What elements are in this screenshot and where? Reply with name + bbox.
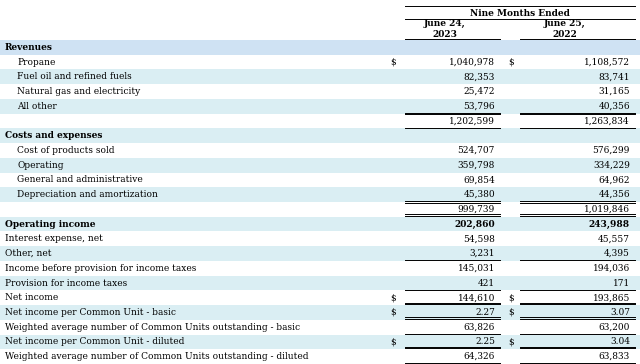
Text: 421: 421 bbox=[478, 278, 495, 288]
Text: Other, net: Other, net bbox=[5, 249, 51, 258]
Text: 1,263,834: 1,263,834 bbox=[584, 116, 630, 126]
Text: Propane: Propane bbox=[17, 58, 56, 67]
Text: 145,031: 145,031 bbox=[458, 264, 495, 273]
Text: 64,326: 64,326 bbox=[463, 352, 495, 361]
Bar bbox=[0, 349, 640, 364]
Text: 171: 171 bbox=[612, 278, 630, 288]
Text: 524,707: 524,707 bbox=[458, 146, 495, 155]
Text: Cost of products sold: Cost of products sold bbox=[17, 146, 115, 155]
Text: 45,380: 45,380 bbox=[463, 190, 495, 199]
Text: 40,356: 40,356 bbox=[598, 102, 630, 111]
Text: General and administrative: General and administrative bbox=[17, 175, 143, 185]
Text: 63,200: 63,200 bbox=[598, 323, 630, 332]
Text: All other: All other bbox=[17, 102, 57, 111]
Text: $: $ bbox=[390, 293, 396, 302]
Text: 1,019,846: 1,019,846 bbox=[584, 205, 630, 214]
Bar bbox=[0, 143, 640, 158]
Bar bbox=[0, 128, 640, 143]
Text: Net income per Common Unit - basic: Net income per Common Unit - basic bbox=[5, 308, 176, 317]
Text: Provision for income taxes: Provision for income taxes bbox=[5, 278, 127, 288]
Text: Costs and expenses: Costs and expenses bbox=[5, 131, 102, 140]
Text: 45,557: 45,557 bbox=[598, 234, 630, 243]
Text: Weighted average number of Common Units outstanding - basic: Weighted average number of Common Units … bbox=[5, 323, 300, 332]
Text: Net income per Common Unit - diluted: Net income per Common Unit - diluted bbox=[5, 337, 184, 347]
Text: 3,231: 3,231 bbox=[470, 249, 495, 258]
Bar bbox=[0, 173, 640, 187]
Bar bbox=[0, 187, 640, 202]
Bar bbox=[0, 70, 640, 84]
Text: 194,036: 194,036 bbox=[593, 264, 630, 273]
Text: Fuel oil and refined fuels: Fuel oil and refined fuels bbox=[17, 72, 132, 81]
Bar bbox=[0, 84, 640, 99]
Bar bbox=[0, 217, 640, 232]
Text: 243,988: 243,988 bbox=[589, 219, 630, 229]
Bar bbox=[0, 335, 640, 349]
Bar bbox=[0, 246, 640, 261]
Text: Income before provision for income taxes: Income before provision for income taxes bbox=[5, 264, 196, 273]
Bar bbox=[0, 320, 640, 335]
Text: 31,165: 31,165 bbox=[598, 87, 630, 96]
Text: 576,299: 576,299 bbox=[593, 146, 630, 155]
Text: Operating: Operating bbox=[17, 161, 63, 170]
Text: 999,739: 999,739 bbox=[458, 205, 495, 214]
Bar bbox=[0, 276, 640, 290]
Bar bbox=[0, 290, 640, 305]
Text: 202,860: 202,860 bbox=[454, 219, 495, 229]
Text: Natural gas and electricity: Natural gas and electricity bbox=[17, 87, 140, 96]
Text: 63,833: 63,833 bbox=[599, 352, 630, 361]
Text: 25,472: 25,472 bbox=[463, 87, 495, 96]
Text: $: $ bbox=[390, 308, 396, 317]
Text: 83,741: 83,741 bbox=[598, 72, 630, 81]
Text: 63,826: 63,826 bbox=[463, 323, 495, 332]
Text: 193,865: 193,865 bbox=[593, 293, 630, 302]
Text: Depreciation and amortization: Depreciation and amortization bbox=[17, 190, 158, 199]
Text: 2.27: 2.27 bbox=[475, 308, 495, 317]
Bar bbox=[0, 158, 640, 173]
Text: 144,610: 144,610 bbox=[458, 293, 495, 302]
Text: Nine Months Ended: Nine Months Ended bbox=[470, 8, 570, 17]
Bar bbox=[0, 114, 640, 128]
Text: 82,353: 82,353 bbox=[463, 72, 495, 81]
Text: Net income: Net income bbox=[5, 293, 58, 302]
Bar bbox=[0, 232, 640, 246]
Text: $: $ bbox=[508, 58, 514, 67]
Text: 359,798: 359,798 bbox=[458, 161, 495, 170]
Text: $: $ bbox=[508, 337, 514, 347]
Bar bbox=[0, 40, 640, 55]
Text: 1,202,599: 1,202,599 bbox=[449, 116, 495, 126]
Text: Revenues: Revenues bbox=[5, 43, 53, 52]
Text: $: $ bbox=[390, 337, 396, 347]
Text: 69,854: 69,854 bbox=[463, 175, 495, 185]
Text: $: $ bbox=[390, 58, 396, 67]
Text: 2.25: 2.25 bbox=[475, 337, 495, 347]
Text: 44,356: 44,356 bbox=[598, 190, 630, 199]
Bar bbox=[0, 261, 640, 276]
Text: 54,598: 54,598 bbox=[463, 234, 495, 243]
Text: Weighted average number of Common Units outstanding - diluted: Weighted average number of Common Units … bbox=[5, 352, 308, 361]
Text: Interest expense, net: Interest expense, net bbox=[5, 234, 103, 243]
Text: 4,395: 4,395 bbox=[604, 249, 630, 258]
Bar bbox=[0, 305, 640, 320]
Text: 1,040,978: 1,040,978 bbox=[449, 58, 495, 67]
Text: 334,229: 334,229 bbox=[593, 161, 630, 170]
Text: 1,108,572: 1,108,572 bbox=[584, 58, 630, 67]
Text: 3.04: 3.04 bbox=[610, 337, 630, 347]
Text: 64,962: 64,962 bbox=[598, 175, 630, 185]
Text: $: $ bbox=[508, 293, 514, 302]
Text: June 25,
2022: June 25, 2022 bbox=[544, 19, 586, 39]
Bar bbox=[0, 202, 640, 217]
Text: 3.07: 3.07 bbox=[610, 308, 630, 317]
Text: $: $ bbox=[508, 308, 514, 317]
Text: 53,796: 53,796 bbox=[463, 102, 495, 111]
Bar bbox=[0, 99, 640, 114]
Text: June 24,
2023: June 24, 2023 bbox=[424, 19, 466, 39]
Text: Operating income: Operating income bbox=[5, 219, 95, 229]
Bar bbox=[0, 55, 640, 70]
